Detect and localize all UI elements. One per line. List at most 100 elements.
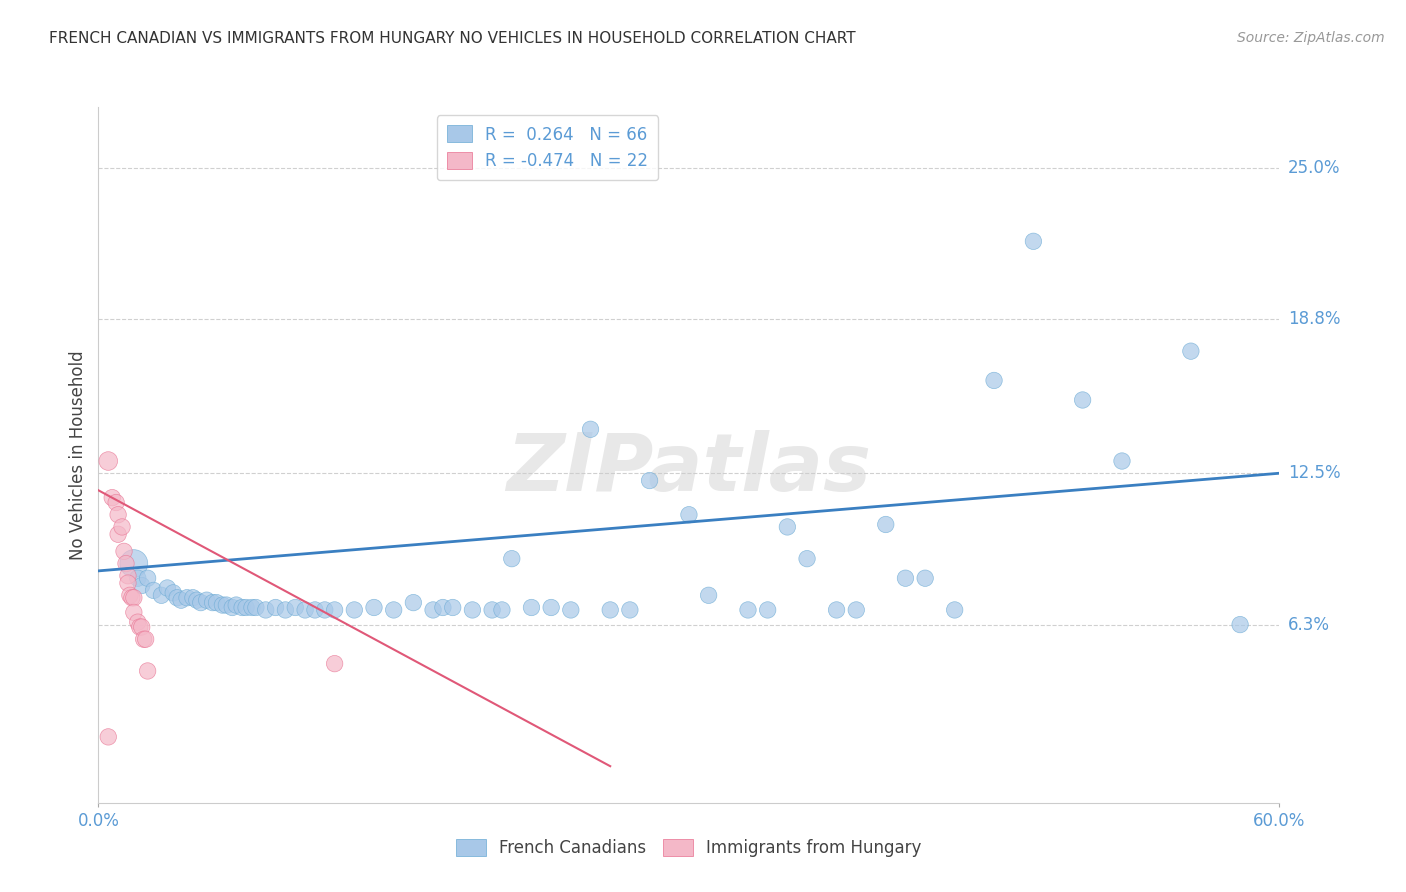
Text: FRENCH CANADIAN VS IMMIGRANTS FROM HUNGARY NO VEHICLES IN HOUSEHOLD CORRELATION : FRENCH CANADIAN VS IMMIGRANTS FROM HUNGA… (49, 31, 856, 46)
Point (825, 603, 848, 617)
Text: 25.0%: 25.0% (1288, 159, 1340, 178)
Point (176, 591, 198, 605)
Point (195, 593, 218, 607)
Point (491, 603, 513, 617)
Point (215, 598, 238, 612)
Legend: French Canadians, Immigrants from Hungary: French Canadians, Immigrants from Hungar… (450, 832, 928, 864)
Point (432, 600, 454, 615)
Point (304, 603, 326, 617)
Point (136, 664, 159, 678)
Point (697, 588, 720, 602)
Point (382, 603, 405, 617)
Point (115, 557, 138, 571)
Point (756, 603, 779, 617)
Point (264, 600, 287, 615)
Point (776, 520, 799, 534)
Point (225, 598, 247, 612)
Point (97, 730, 120, 744)
Point (127, 571, 149, 585)
Point (170, 593, 193, 607)
Point (122, 557, 145, 571)
Point (150, 588, 173, 602)
Point (235, 600, 257, 615)
Point (107, 508, 129, 522)
Y-axis label: No Vehicles in Household: No Vehicles in Household (69, 350, 87, 560)
Point (105, 495, 128, 509)
Text: 6.3%: 6.3% (1288, 615, 1330, 633)
Point (101, 491, 124, 505)
Point (118, 588, 141, 602)
Point (579, 422, 602, 436)
Point (501, 551, 523, 566)
Point (1071, 392, 1094, 407)
Text: ZIPatlas: ZIPatlas (506, 430, 872, 508)
Point (845, 603, 868, 617)
Point (190, 596, 212, 610)
Point (245, 600, 267, 615)
Point (1229, 617, 1251, 632)
Point (894, 571, 917, 585)
Point (127, 615, 149, 629)
Point (162, 586, 184, 600)
Point (1180, 344, 1202, 359)
Point (136, 571, 159, 585)
Point (122, 606, 145, 620)
Point (186, 593, 208, 607)
Point (201, 596, 224, 610)
Point (461, 603, 484, 617)
Point (343, 603, 366, 617)
Point (560, 603, 582, 617)
Point (323, 657, 346, 671)
Point (294, 603, 316, 617)
Point (181, 591, 204, 605)
Point (796, 551, 818, 566)
Point (122, 591, 145, 605)
Point (221, 600, 243, 615)
Point (97, 454, 120, 468)
Point (121, 591, 143, 605)
Point (481, 603, 503, 617)
Point (599, 603, 621, 617)
Point (132, 632, 155, 647)
Point (254, 603, 277, 617)
Point (983, 374, 1005, 388)
Point (117, 576, 139, 591)
Point (678, 508, 700, 522)
Text: Source: ZipAtlas.com: Source: ZipAtlas.com (1237, 31, 1385, 45)
Point (112, 544, 135, 558)
Point (211, 598, 233, 612)
Point (166, 591, 188, 605)
Point (240, 600, 263, 615)
Point (135, 632, 157, 647)
Point (323, 603, 346, 617)
Text: 12.5%: 12.5% (1288, 464, 1340, 483)
Point (274, 603, 297, 617)
Point (402, 596, 425, 610)
Point (231, 600, 253, 615)
Point (441, 600, 464, 615)
Point (875, 517, 897, 532)
Point (131, 620, 153, 634)
Point (107, 527, 129, 541)
Point (914, 571, 936, 585)
Point (284, 600, 307, 615)
Point (111, 520, 134, 534)
Point (205, 596, 228, 610)
Point (314, 603, 336, 617)
Point (1022, 235, 1045, 249)
Point (142, 583, 165, 598)
Point (638, 474, 661, 488)
Point (943, 603, 966, 617)
Text: 18.8%: 18.8% (1288, 310, 1340, 328)
Point (737, 603, 759, 617)
Point (540, 600, 562, 615)
Point (619, 603, 641, 617)
Point (117, 568, 139, 582)
Point (156, 581, 179, 595)
Point (1111, 454, 1133, 468)
Point (520, 600, 543, 615)
Point (422, 603, 444, 617)
Point (128, 620, 150, 634)
Point (363, 600, 385, 615)
Point (131, 578, 153, 592)
